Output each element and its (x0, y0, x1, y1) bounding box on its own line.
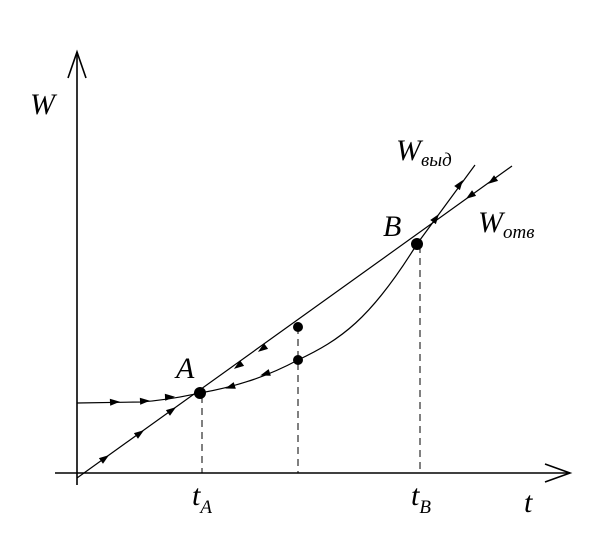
arrow-head (257, 343, 269, 352)
arrow-head (233, 360, 245, 369)
curve-label: Wвыд (396, 134, 452, 171)
arrow-head (487, 175, 499, 184)
axes (55, 49, 573, 485)
arrow-head (454, 179, 463, 191)
y-axis-arrow (67, 49, 87, 79)
dot (293, 355, 303, 365)
x-label: t (524, 486, 533, 519)
arrow-head (260, 369, 271, 376)
point-a (194, 387, 206, 399)
arrow-head (133, 430, 145, 439)
point-label: A (174, 352, 195, 385)
x-axis-arrow (544, 463, 573, 483)
y-label: W (30, 88, 58, 121)
point-label: B (383, 210, 401, 243)
w-otv-line (76, 165, 513, 479)
dot (293, 322, 303, 332)
direction-arrows (98, 175, 499, 464)
arrow-head (430, 213, 439, 225)
tick-label: tA (192, 479, 212, 518)
arrow-head (165, 407, 177, 416)
arrow-head (139, 397, 150, 405)
dots (194, 238, 423, 399)
arrow-head (98, 455, 110, 464)
curves (76, 164, 513, 479)
w-vyd-curve (76, 164, 476, 404)
tick-label: tB (411, 479, 431, 518)
drop-lines (201, 246, 421, 473)
curve-label: Wотв (478, 206, 534, 243)
arrow-head (465, 190, 477, 199)
arrow-head (164, 393, 175, 401)
point-b (411, 238, 423, 250)
arrow-head (109, 398, 120, 406)
arrow-head (225, 382, 236, 389)
